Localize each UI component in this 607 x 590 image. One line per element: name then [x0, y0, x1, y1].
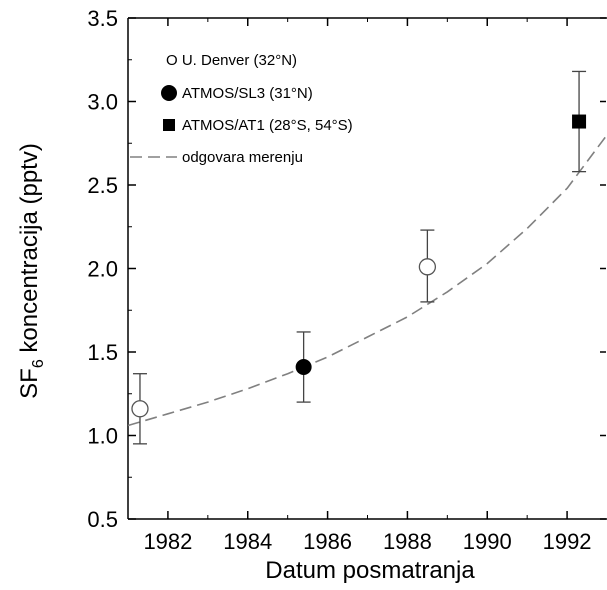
x-tick-label: 1990 — [463, 529, 512, 554]
data-points-layer — [131, 70, 587, 445]
y-tick-label: 3.5 — [87, 6, 118, 31]
axes-frame: 0.5 1.0 1.5 2.0 2.5 3.0 3.5 1982 1984 1986 1988 199… — [87, 6, 607, 554]
legend-label: odgovara merenju — [182, 149, 303, 166]
y-axis-label-rest: koncentracija (pptv) — [16, 143, 43, 359]
legend-marker-filled-circle — [161, 85, 177, 101]
legend-label: ATMOS/AT1 (28°S, 54°S) — [182, 117, 353, 134]
x-tick-label: 1986 — [303, 529, 352, 554]
x-tick-label: 1992 — [543, 529, 592, 554]
x-tick-label: 1982 — [143, 529, 192, 554]
x-tick-label: 1988 — [383, 529, 432, 554]
data-point-filled-square — [572, 114, 587, 129]
legend-label: ATMOS/SL3 (31°N) — [182, 85, 313, 102]
fit-curve — [127, 134, 607, 427]
data-point-open-circle — [418, 258, 437, 276]
x-axis-label: Datum posmatranja — [265, 557, 475, 584]
legend-marker-filled-square — [163, 119, 175, 131]
y-tick-label: 2.5 — [87, 173, 118, 198]
fit-curve-layer — [127, 134, 607, 427]
y-tick-label: 3.0 — [87, 90, 118, 115]
data-point-open-circle — [131, 400, 149, 418]
y-tick-label: 1.5 — [87, 340, 118, 365]
y-axis-label: SF6 koncentracija (pptv) — [16, 143, 47, 399]
legend: O U. Denver (32°N) ATMOS/SL3 (31°N) ATMOS/… — [130, 52, 353, 166]
y-axis-label-subscript: 6 — [30, 359, 47, 368]
x-tick-label: 1984 — [223, 529, 272, 554]
y-tick-label: 1.0 — [87, 424, 118, 449]
y-tick-label: 0.5 — [87, 507, 118, 532]
legend-label: O U. Denver (32°N) — [166, 52, 297, 69]
data-point-filled-circle — [295, 359, 312, 376]
y-axis-label-main: SF — [16, 368, 43, 399]
y-tick-label: 2.0 — [87, 257, 118, 282]
